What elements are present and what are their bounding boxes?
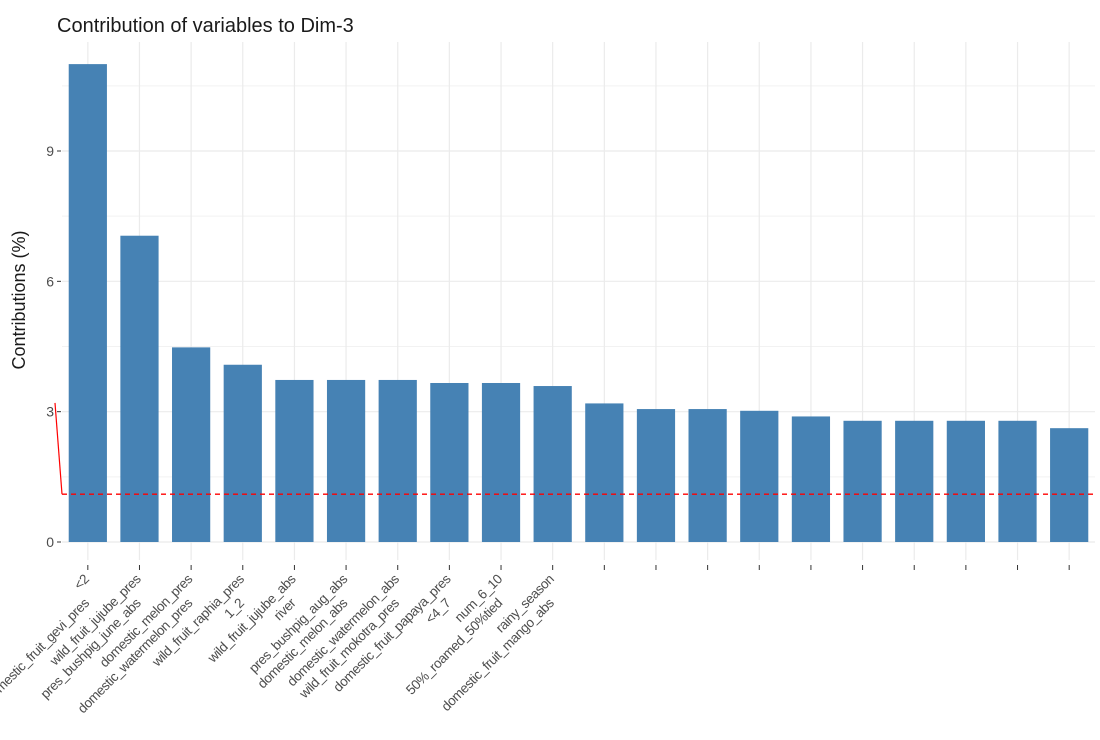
bar [998, 420, 1037, 542]
y-tick-labels: 0 3 6 9 [46, 143, 61, 550]
bar [533, 386, 572, 542]
y-tick-label: 9 [46, 143, 54, 159]
bar [946, 420, 985, 542]
bar [636, 409, 676, 542]
y-tick-label: 3 [46, 404, 54, 420]
bar [223, 364, 262, 542]
bar [1050, 428, 1089, 542]
bar [481, 382, 521, 542]
bar [172, 347, 211, 542]
bar [688, 409, 727, 542]
bar [68, 64, 107, 542]
bar [275, 379, 314, 542]
reference-line [54, 402, 1095, 495]
bar [120, 235, 159, 542]
bar [740, 410, 779, 542]
bar [378, 379, 417, 542]
y-tick-label: 6 [46, 273, 54, 289]
bars [68, 64, 1089, 542]
y-axis-label: Contributions (%) [9, 230, 29, 369]
reference-line-stub [54, 402, 63, 495]
chart-title: Contribution of variables to Dim-3 [57, 15, 354, 37]
bar [791, 416, 831, 542]
bar [895, 420, 934, 542]
bar [585, 403, 624, 542]
x-tick-label: <2 [71, 572, 92, 593]
bar [843, 420, 882, 542]
y-tick-label: 0 [46, 534, 54, 550]
bar [326, 379, 366, 542]
x-tick-labels: <2domestic_fruit_gevi_preswild_fruit_juj… [0, 565, 1070, 716]
major-gridlines [62, 42, 1095, 560]
bar [430, 382, 469, 542]
